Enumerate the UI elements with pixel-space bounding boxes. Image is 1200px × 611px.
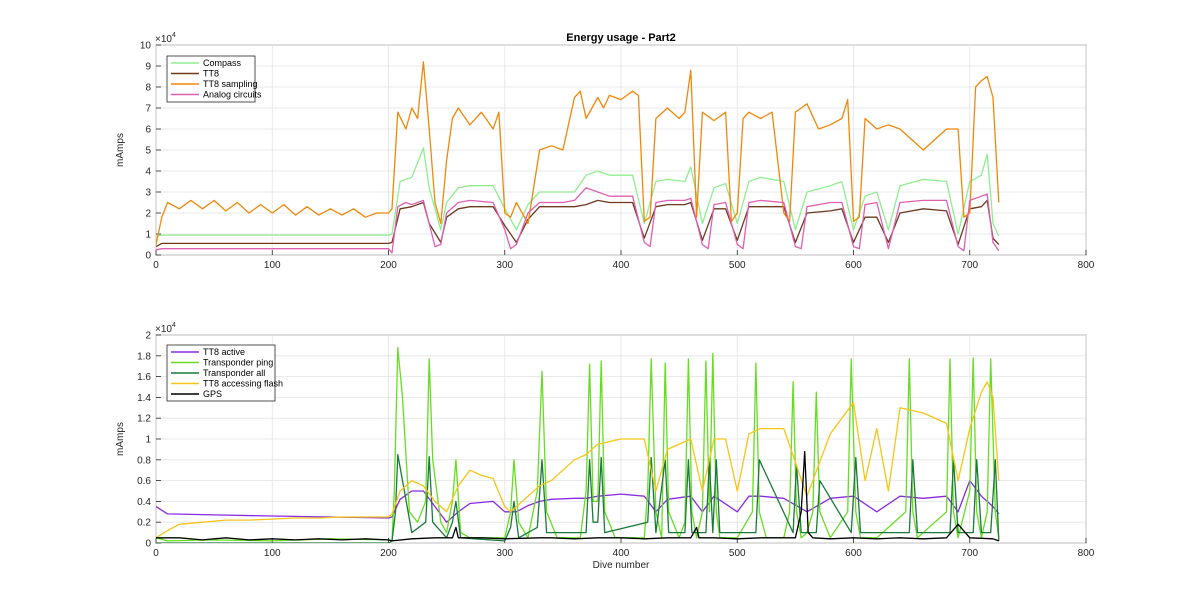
legend-label: Transponder ping (203, 358, 273, 368)
x-tick-label: 0 (153, 260, 159, 271)
x-tick-label: 300 (496, 548, 513, 559)
y-tick-label: 1.4 (137, 393, 151, 404)
y-tick-label: 0.4 (137, 497, 151, 508)
x-tick-label: 700 (961, 260, 978, 271)
x-tick-label: 100 (264, 548, 281, 559)
x-tick-label: 500 (729, 260, 746, 271)
y-tick-label: 6 (145, 125, 151, 136)
x-tick-label: 200 (380, 260, 397, 271)
y-tick-label: 5 (145, 146, 151, 157)
legend-label: Compass (203, 58, 242, 68)
x-tick-label: 400 (613, 260, 630, 271)
series-line-tt8-accessing-flash (156, 381, 1000, 539)
x-tick-label: 600 (845, 548, 862, 559)
legend-label: TT8 (203, 69, 219, 79)
series-line-tt8-active (156, 479, 1000, 523)
y-tick-label: 0 (145, 539, 151, 550)
chart-1: 0 100 200 300 400 500 600 700 800 0 1 2 3 4 5 6 7 8 9 10×10… (115, 32, 1095, 271)
y-tick-label: 1.6 (137, 372, 151, 383)
series-line-transponder-all (156, 453, 1000, 543)
y-axis-label: mAmps (115, 133, 126, 167)
y-axis-label: mAmps (115, 422, 126, 456)
legend-label: GPS (203, 389, 222, 399)
y-exponent-power: 4 (172, 322, 176, 329)
series-line-analog-circuits (156, 187, 1000, 254)
x-tick-label: 200 (380, 548, 397, 559)
legend-label: Transponder all (203, 368, 265, 378)
legend-label: Analog circuits (203, 90, 262, 100)
y-tick-label: 2 (145, 331, 151, 342)
y-tick-label: 9 (145, 62, 151, 73)
y-tick-label: 0.2 (137, 518, 151, 529)
y-tick-label: 1 (145, 435, 151, 446)
series-line-transponder-ping (156, 346, 1000, 542)
y-tick-label: 1 (145, 230, 151, 241)
y-tick-label: 3 (145, 188, 151, 199)
x-tick-label: 700 (961, 548, 978, 559)
y-tick-label: 1.8 (137, 351, 151, 362)
y-tick-label: 0.8 (137, 455, 151, 466)
y-tick-label: 8 (145, 83, 151, 94)
y-tick-label: 4 (145, 167, 151, 178)
x-tick-label: 800 (1078, 260, 1095, 271)
x-tick-label: 500 (729, 548, 746, 559)
chart-2: 0 100 200 300 400 500 600 700 800 0 0.2 0.4 0.6 0.8 1 1… (115, 322, 1095, 571)
y-tick-label: 1.2 (137, 414, 151, 425)
series-line-tt8-sampling (156, 61, 1000, 245)
y-tick-label: 2 (145, 209, 151, 220)
x-axis-label: Dive number (593, 560, 650, 571)
series-line-compass (156, 147, 1000, 237)
x-tick-label: 300 (496, 260, 513, 271)
y-tick-label: 0.6 (137, 476, 151, 487)
series-line-gps (156, 450, 1000, 542)
y-tick-label: 7 (145, 104, 151, 115)
y-tick-label: 0 (145, 251, 151, 262)
legend-label: TT8 sampling (203, 79, 258, 89)
x-tick-label: 400 (613, 548, 630, 559)
y-exponent-label: ×104 (155, 32, 176, 45)
y-exponent-label: ×104 (155, 322, 176, 335)
x-tick-label: 800 (1078, 548, 1095, 559)
legend-label: TT8 active (203, 347, 245, 357)
legend-label: TT8 accessing flash (203, 379, 283, 389)
x-tick-label: 600 (845, 260, 862, 271)
y-exponent-power: 4 (172, 32, 176, 39)
y-tick-label: 10 (140, 41, 152, 52)
x-tick-label: 0 (153, 548, 159, 559)
x-tick-label: 100 (264, 260, 281, 271)
chart-title: Energy usage - Part2 (566, 32, 675, 44)
